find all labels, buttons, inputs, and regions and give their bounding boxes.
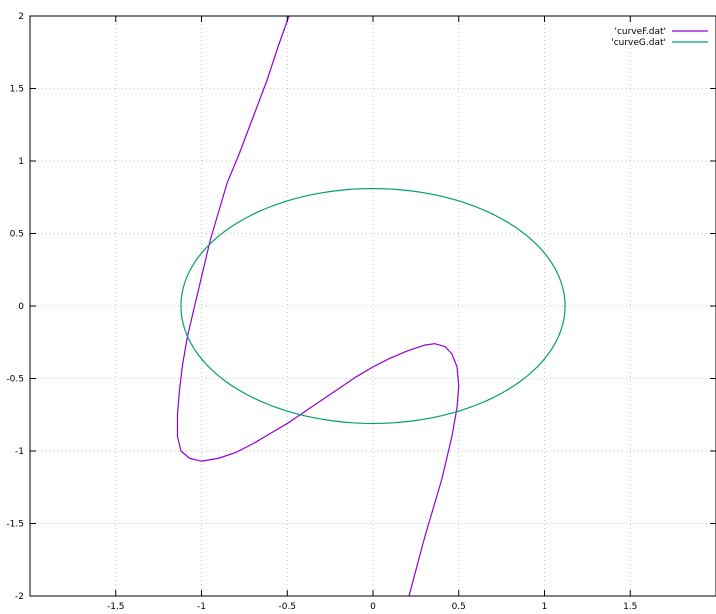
x-tick-label: 0.5 bbox=[452, 602, 466, 612]
y-tick-label: 0 bbox=[18, 302, 24, 312]
x-tick-label: 1.5 bbox=[623, 602, 637, 612]
y-tick-label: -2 bbox=[15, 592, 24, 602]
legend-label-1: 'curveF.dat' bbox=[614, 27, 666, 37]
y-tick-label: -1.5 bbox=[6, 520, 24, 530]
y-tick-label: -0.5 bbox=[6, 375, 24, 385]
series-line-2 bbox=[180, 187, 566, 425]
legend-label-2: 'curveG.dat' bbox=[611, 38, 666, 48]
x-tick-label: -0.5 bbox=[278, 602, 296, 612]
tick-labels: -1.5 -1 -0.5 0 0.5 1 1.5 -2 -1.5 -1 -0.5 0 0.5 1 1.5 2 bbox=[6, 12, 637, 612]
y-tick-label: 2 bbox=[18, 12, 24, 22]
x-tick-label: 1 bbox=[542, 602, 548, 612]
x-tick-label: -1 bbox=[197, 602, 206, 612]
tick-marks bbox=[30, 15, 716, 597]
y-tick-label: -1 bbox=[15, 447, 24, 457]
x-tick-label: -1.5 bbox=[107, 602, 125, 612]
legend: 'curveF.dat''curveG.dat' bbox=[611, 27, 708, 48]
y-tick-label: 1.5 bbox=[10, 85, 24, 95]
series-line-1 bbox=[176, 16, 460, 596]
series-layer bbox=[176, 16, 566, 596]
x-tick-label: 0 bbox=[370, 602, 376, 612]
grid bbox=[30, 16, 716, 596]
y-tick-label: 1 bbox=[18, 157, 24, 167]
y-tick-label: 0.5 bbox=[10, 230, 24, 240]
